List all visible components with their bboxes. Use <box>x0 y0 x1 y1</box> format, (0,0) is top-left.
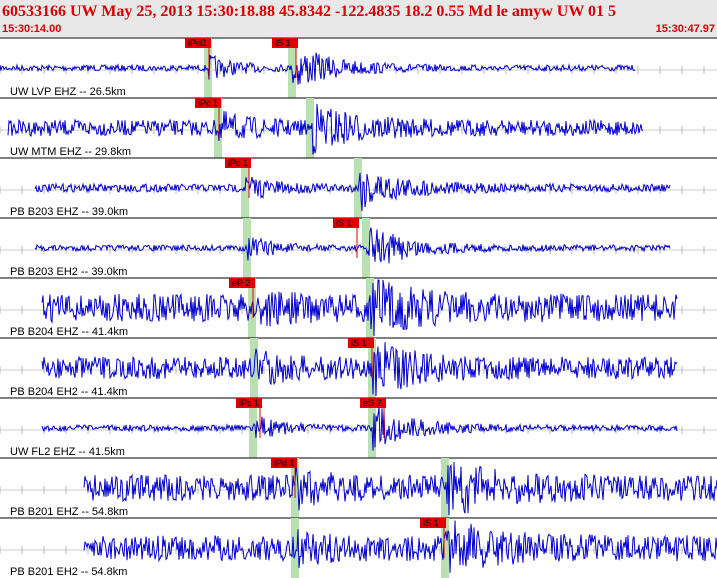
waveform <box>83 520 717 573</box>
station-label: UW FL2 EHZ -- 41.5km <box>10 446 125 458</box>
pick-box <box>333 218 359 228</box>
station-label: PB B201 EHZ -- 54.8km <box>10 506 128 518</box>
station-label: PB B204 EH2 -- 41.4km <box>10 386 127 398</box>
p-window <box>291 518 299 578</box>
pick-label: iPd 1 <box>274 458 295 468</box>
pick-label: iS 1 <box>336 218 352 228</box>
pick-box <box>195 98 221 108</box>
header-bar <box>0 0 717 37</box>
end-time: 15:30:47.97 <box>656 23 715 35</box>
station-label: UW LVP EHZ -- 26.5km <box>10 86 126 98</box>
pick-label: iS 1 <box>275 38 291 48</box>
pick-box <box>185 38 211 48</box>
pick-box <box>271 458 297 468</box>
waveform <box>41 279 678 337</box>
pick-label: iPc 1 <box>228 158 248 168</box>
waveform <box>41 406 678 451</box>
station-label: PB B201 EH2 -- 54.8km <box>10 566 127 578</box>
s-window <box>441 518 449 578</box>
pick-label: iS 1 <box>423 518 439 528</box>
station-label: PB B204 EHZ -- 41.4km <box>10 326 128 338</box>
waveform <box>34 227 671 264</box>
pick-label: eS 2 <box>363 398 382 408</box>
pick-box <box>348 338 374 348</box>
station-label: UW MTM EHZ -- 29.8km <box>10 146 131 158</box>
p-window <box>214 98 222 158</box>
waveform <box>7 103 644 155</box>
pick-label: iPc 1 <box>198 98 218 108</box>
pick-label: iPc 1 <box>239 398 259 408</box>
waveform <box>0 52 636 85</box>
station-label: PB B203 EHZ -- 39.0km <box>10 206 128 218</box>
pick-label: iS 1 <box>351 338 367 348</box>
waveform <box>41 342 678 397</box>
pick-box <box>420 518 446 528</box>
pick-box <box>225 158 251 168</box>
pick-box <box>236 398 262 408</box>
pick-label: iPd0 <box>188 38 206 48</box>
waveform <box>34 172 671 212</box>
pick-box <box>229 278 255 288</box>
pick-box <box>360 398 386 408</box>
s-window <box>288 38 296 98</box>
pick-label: eP 2 <box>232 278 250 288</box>
pick-box <box>272 38 298 48</box>
p-window <box>204 38 212 98</box>
event-header: 60533166 UW May 25, 2013 15:30:18.88 45.… <box>2 3 616 20</box>
s-window <box>306 98 314 158</box>
waveform <box>83 461 717 516</box>
start-time: 15:30:14.00 <box>2 23 61 35</box>
station-label: PB B203 EH2 -- 39.0km <box>10 266 127 278</box>
